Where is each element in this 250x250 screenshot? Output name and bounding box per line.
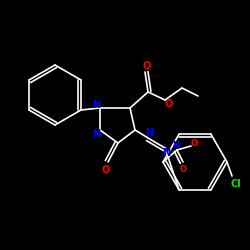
Text: Cl: Cl xyxy=(230,179,241,189)
Text: N: N xyxy=(162,148,170,158)
Text: O: O xyxy=(102,165,110,175)
Text: N: N xyxy=(92,129,100,139)
Text: N: N xyxy=(92,100,100,110)
Text: O: O xyxy=(165,99,173,109)
Text: N⁺: N⁺ xyxy=(172,140,184,149)
Text: O: O xyxy=(143,61,151,71)
Text: O: O xyxy=(180,166,186,174)
Text: N: N xyxy=(145,128,153,138)
Text: O⁻: O⁻ xyxy=(190,138,202,147)
